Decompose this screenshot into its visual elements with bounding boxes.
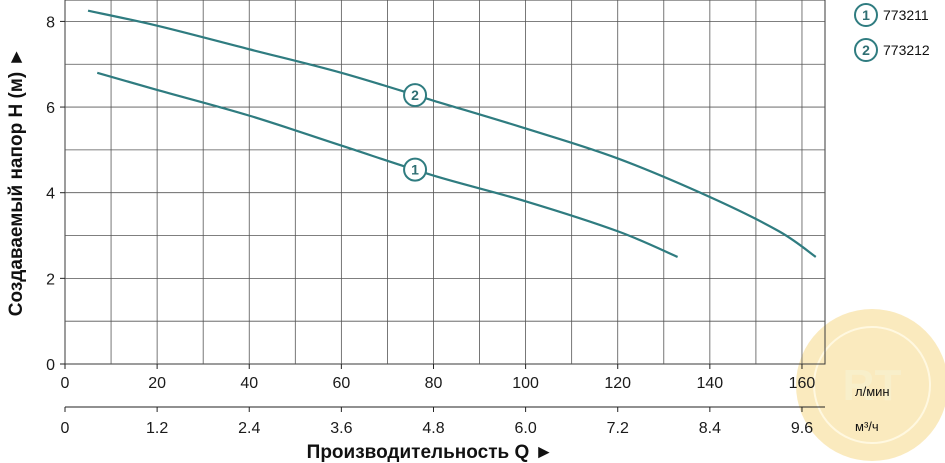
x-tick-label: 40 xyxy=(240,375,258,392)
series-marker-label: 2 xyxy=(411,87,419,103)
y-tick-label: 6 xyxy=(46,100,55,117)
x-axis-unit-primary: л/мин xyxy=(855,384,890,399)
x2-tick-label: 9.6 xyxy=(791,420,813,437)
watermark-logo: RT xyxy=(843,361,902,410)
legend-marker-label: 2 xyxy=(862,42,870,58)
legend-marker-2 xyxy=(854,38,878,62)
x2-axis-ticks: 0 1.2 2.4 3.6 4.8 6.0 7.2 8.4 9.6 xyxy=(61,407,813,437)
x2-tick-label: 8.4 xyxy=(699,420,721,437)
x2-tick-label: 6.0 xyxy=(514,420,536,437)
x-tick-label: 20 xyxy=(148,375,166,392)
x2-tick-label: 7.2 xyxy=(607,420,629,437)
x-tick-label: 100 xyxy=(512,375,539,392)
series-markers: 12 xyxy=(403,83,428,182)
grid-lines xyxy=(65,0,825,364)
y-tick-label: 0 xyxy=(46,357,55,374)
y-tick-label: 8 xyxy=(46,14,55,31)
series-marker-2 xyxy=(403,83,428,108)
x-axis-ticks: 0 20 40 60 80 100 120 140 160 xyxy=(61,364,816,392)
x-tick-label: 120 xyxy=(604,375,631,392)
y-axis-title: Создаваемый напор H (м) ► xyxy=(6,48,27,317)
series-line-773212 xyxy=(87,9,817,258)
x2-tick-label: 3.6 xyxy=(330,420,352,437)
plot-frame xyxy=(64,0,826,365)
series-marker-1 xyxy=(403,157,428,182)
x-tick-label: 80 xyxy=(425,375,443,392)
x2-tick-label: 2.4 xyxy=(238,420,260,437)
legend-item-label: 773211 xyxy=(883,7,929,23)
watermark-seal: RT xyxy=(796,309,945,461)
x-tick-label: 160 xyxy=(789,375,816,392)
series-line-773211 xyxy=(96,71,679,258)
x-tick-label: 60 xyxy=(332,375,350,392)
x2-tick-label: 4.8 xyxy=(422,420,444,437)
y-axis-ticks: 0 2 4 6 8 xyxy=(46,14,65,374)
legend-marker-1 xyxy=(854,3,878,27)
x2-tick-label: 0 xyxy=(61,420,70,437)
x-tick-label: 140 xyxy=(696,375,723,392)
plot-area: 12 xyxy=(64,0,826,365)
series-marker-label: 1 xyxy=(411,162,419,178)
x2-tick-label: 1.2 xyxy=(146,420,168,437)
y-tick-label: 4 xyxy=(46,186,55,203)
series-layer xyxy=(87,9,817,258)
x-tick-label: 0 xyxy=(61,375,70,392)
x-axis-title: Производительность Q ► xyxy=(307,442,554,463)
x-axis-unit-secondary: м³/ч xyxy=(855,419,879,434)
legend-marker-label: 1 xyxy=(862,7,870,23)
y-tick-label: 2 xyxy=(46,271,55,288)
legend-item-label: 773212 xyxy=(883,42,930,58)
legend: 1 773211 2 773212 xyxy=(854,3,930,62)
